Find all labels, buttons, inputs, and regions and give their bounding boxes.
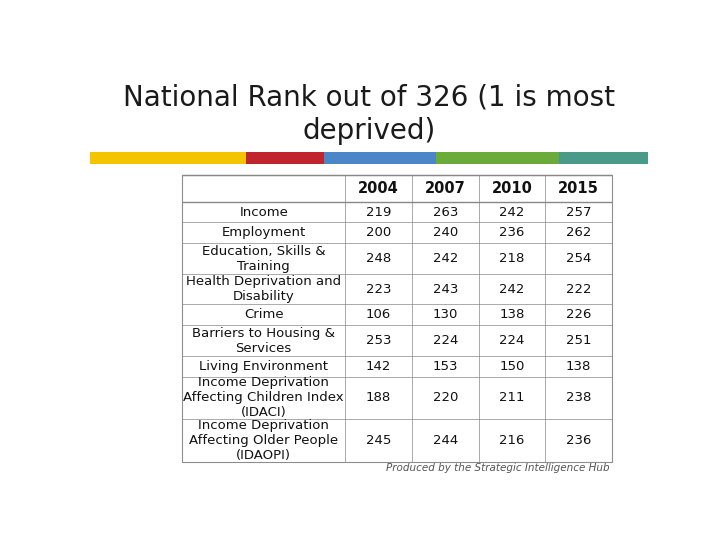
Text: 211: 211 bbox=[499, 392, 525, 404]
Text: 226: 226 bbox=[566, 308, 591, 321]
Bar bbox=[90, 152, 246, 164]
Text: Education, Skills &
Training: Education, Skills & Training bbox=[202, 245, 325, 273]
Text: Produced by the Strategic Intelligence Hub: Produced by the Strategic Intelligence H… bbox=[385, 463, 609, 473]
Text: 253: 253 bbox=[366, 334, 392, 347]
Text: 153: 153 bbox=[433, 360, 458, 373]
Text: 244: 244 bbox=[433, 434, 458, 447]
Text: Income Deprivation
Affecting Children Index
(IDACI): Income Deprivation Affecting Children In… bbox=[184, 376, 344, 420]
Text: 242: 242 bbox=[499, 206, 525, 219]
Text: 242: 242 bbox=[433, 252, 458, 265]
Bar bbox=[324, 152, 436, 164]
Text: 2004: 2004 bbox=[359, 181, 399, 196]
Text: 200: 200 bbox=[366, 226, 391, 239]
Text: 243: 243 bbox=[433, 282, 458, 295]
Bar bbox=[182, 175, 612, 462]
Text: Barriers to Housing &
Services: Barriers to Housing & Services bbox=[192, 327, 336, 355]
Text: 216: 216 bbox=[499, 434, 525, 447]
Text: Income Deprivation
Affecting Older People
(IDAOPI): Income Deprivation Affecting Older Peopl… bbox=[189, 419, 338, 462]
Text: 2015: 2015 bbox=[558, 181, 599, 196]
Text: 262: 262 bbox=[566, 226, 591, 239]
Bar bbox=[246, 152, 324, 164]
Text: 223: 223 bbox=[366, 282, 392, 295]
Text: Employment: Employment bbox=[222, 226, 306, 239]
Bar bbox=[559, 152, 648, 164]
Text: 251: 251 bbox=[566, 334, 591, 347]
Text: 130: 130 bbox=[433, 308, 458, 321]
Text: 150: 150 bbox=[499, 360, 525, 373]
Text: Health Deprivation and
Disability: Health Deprivation and Disability bbox=[186, 275, 341, 303]
Text: 2007: 2007 bbox=[425, 181, 466, 196]
Text: 238: 238 bbox=[566, 392, 591, 404]
Text: 242: 242 bbox=[499, 282, 525, 295]
Text: Income: Income bbox=[239, 206, 288, 219]
Text: Living Environment: Living Environment bbox=[199, 360, 328, 373]
Text: 219: 219 bbox=[366, 206, 392, 219]
Text: 2010: 2010 bbox=[491, 181, 532, 196]
Text: 218: 218 bbox=[499, 252, 525, 265]
Text: 240: 240 bbox=[433, 226, 458, 239]
Text: 245: 245 bbox=[366, 434, 392, 447]
Text: 138: 138 bbox=[499, 308, 525, 321]
Text: 263: 263 bbox=[433, 206, 458, 219]
Text: 220: 220 bbox=[433, 392, 458, 404]
Text: 236: 236 bbox=[499, 226, 525, 239]
Text: 236: 236 bbox=[566, 434, 591, 447]
Text: 224: 224 bbox=[499, 334, 525, 347]
Text: 142: 142 bbox=[366, 360, 392, 373]
Text: 106: 106 bbox=[366, 308, 391, 321]
Text: 224: 224 bbox=[433, 334, 458, 347]
Text: YORK: YORK bbox=[642, 515, 680, 528]
Text: 254: 254 bbox=[566, 252, 591, 265]
Text: 222: 222 bbox=[566, 282, 591, 295]
Text: 138: 138 bbox=[566, 360, 591, 373]
Bar bbox=[436, 152, 559, 164]
Text: Crime: Crime bbox=[244, 308, 284, 321]
Text: 257: 257 bbox=[566, 206, 591, 219]
Text: 248: 248 bbox=[366, 252, 391, 265]
Text: COUNCIL: COUNCIL bbox=[645, 529, 676, 534]
Text: National Rank out of 326 (1 is most
deprived): National Rank out of 326 (1 is most depr… bbox=[123, 84, 615, 145]
Text: 188: 188 bbox=[366, 392, 391, 404]
Text: CITY OF: CITY OF bbox=[647, 508, 674, 513]
